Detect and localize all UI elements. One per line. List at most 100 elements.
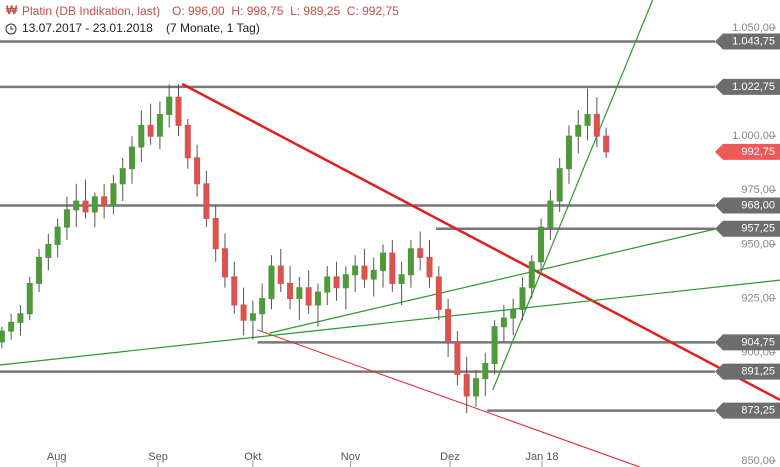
trend-line bbox=[492, 0, 654, 391]
candle-body bbox=[472, 378, 479, 397]
candle-body bbox=[194, 157, 201, 185]
candle-body bbox=[389, 252, 396, 284]
trend-line bbox=[269, 227, 720, 334]
candle-body bbox=[463, 373, 470, 397]
candle-body bbox=[324, 276, 331, 293]
level-box bbox=[715, 33, 780, 50]
icon: ₩ bbox=[6, 3, 18, 17]
y-tick-label: 975,00 bbox=[741, 184, 775, 196]
candle-body bbox=[54, 226, 61, 245]
candle-body bbox=[352, 265, 359, 276]
trend-line bbox=[0, 279, 780, 366]
candle-body bbox=[212, 217, 219, 250]
candle-body bbox=[249, 313, 256, 321]
candle-body bbox=[519, 287, 526, 310]
candle-body bbox=[426, 256, 433, 278]
y-tick-label: 1.000,00 bbox=[732, 130, 775, 142]
candle-body bbox=[603, 135, 610, 153]
candle-body bbox=[454, 341, 461, 375]
level-box-label: 1.043,75 bbox=[732, 35, 775, 47]
y-tick-label: 1.050,00 bbox=[732, 22, 775, 34]
candle-body bbox=[593, 114, 600, 137]
candle-body bbox=[510, 308, 517, 319]
level-box-label: 957,25 bbox=[741, 223, 775, 235]
x-tick-label: Aug bbox=[47, 451, 67, 463]
candle-body bbox=[538, 226, 545, 263]
period: 13.07.2017 - 23.01.2018 bbox=[22, 21, 153, 35]
candle-body bbox=[333, 276, 340, 289]
candle-body bbox=[259, 298, 266, 315]
candle-body bbox=[156, 114, 163, 137]
header-bg bbox=[0, 0, 420, 38]
candle-body bbox=[221, 248, 228, 278]
x-tick-label: Nov bbox=[341, 451, 361, 463]
level-box-label: 891,25 bbox=[741, 366, 775, 378]
candle-body bbox=[17, 313, 24, 323]
candle-body bbox=[277, 265, 284, 284]
candle-body bbox=[528, 261, 535, 289]
y-tick-label: 950,00 bbox=[741, 238, 775, 250]
candle-body bbox=[119, 168, 126, 185]
candle-body bbox=[203, 183, 210, 219]
candle-body bbox=[63, 209, 70, 228]
level-box-label: 968,00 bbox=[741, 199, 775, 211]
clock-hands bbox=[10, 26, 14, 30]
level-box-label: 873,25 bbox=[741, 405, 775, 417]
candle-body bbox=[45, 243, 52, 258]
candle-body bbox=[0, 330, 5, 343]
candle-body bbox=[556, 168, 563, 202]
candle-body bbox=[287, 282, 294, 300]
trend-line bbox=[257, 329, 640, 467]
candle-body bbox=[73, 200, 80, 211]
period-note: (7 Monate, 1 Tag) bbox=[166, 21, 260, 35]
last-price-box bbox=[715, 143, 780, 160]
candle-body bbox=[110, 183, 117, 206]
y-tick-label: 850,00 bbox=[741, 455, 775, 467]
level-box bbox=[715, 402, 780, 419]
candle-body bbox=[482, 363, 489, 380]
candle-body bbox=[547, 200, 554, 228]
candle-body bbox=[36, 256, 43, 284]
level-box bbox=[715, 78, 780, 95]
candle-body bbox=[296, 287, 303, 300]
candle-body bbox=[417, 248, 424, 258]
candle-body bbox=[101, 196, 108, 206]
candle-body bbox=[445, 308, 452, 343]
candle-body bbox=[129, 146, 136, 170]
level-box bbox=[715, 363, 780, 380]
chart-title: Platin (DB Indikation, last) bbox=[22, 4, 160, 18]
candle-body bbox=[361, 265, 368, 280]
level-box bbox=[715, 334, 780, 351]
candle-body bbox=[268, 265, 275, 300]
level-box bbox=[715, 220, 780, 237]
level-box bbox=[715, 197, 780, 214]
x-tick-label: Jan 18 bbox=[525, 451, 558, 463]
candle-body bbox=[575, 124, 582, 137]
x-tick-label: Sep bbox=[148, 451, 168, 463]
ohlc: O: 996,00 H: 998,75 L: 989,25 C: 992,75 bbox=[172, 4, 399, 18]
candle-body bbox=[175, 96, 182, 126]
candle-body bbox=[231, 276, 238, 306]
candle-body bbox=[305, 287, 312, 306]
candle-body bbox=[314, 291, 321, 306]
candle-body bbox=[147, 124, 154, 137]
candle-body bbox=[491, 326, 498, 365]
candle-body bbox=[8, 321, 15, 332]
candle-body bbox=[166, 96, 173, 116]
candle-body bbox=[26, 282, 33, 315]
candle-body bbox=[584, 114, 591, 126]
candle-body bbox=[82, 200, 89, 213]
candle-body bbox=[398, 274, 405, 284]
trend-line bbox=[181, 82, 780, 401]
candle-body bbox=[184, 124, 191, 159]
x-tick-label: Dez bbox=[440, 451, 460, 463]
candle-body bbox=[240, 304, 247, 321]
candle-body bbox=[500, 317, 507, 328]
x-tick-label: Okt bbox=[244, 451, 261, 463]
clock-icon bbox=[5, 23, 17, 35]
candle-body bbox=[380, 252, 387, 271]
candle-body bbox=[435, 276, 442, 310]
